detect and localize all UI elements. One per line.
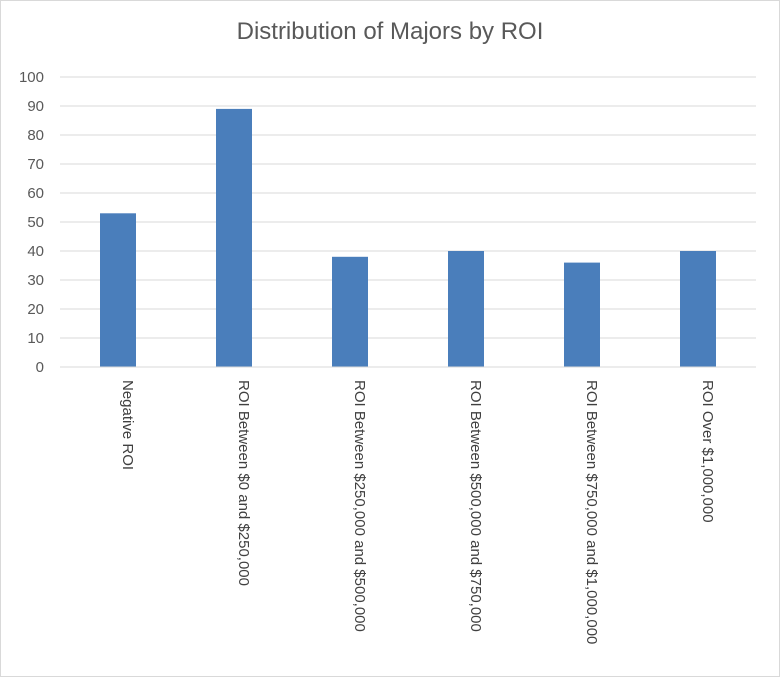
bar bbox=[332, 256, 368, 367]
y-tick-label: 50 bbox=[27, 214, 44, 231]
chart-title: Distribution of Majors by ROI bbox=[236, 18, 544, 45]
category-label: ROI Between $750,000 and $1,000,000 bbox=[583, 380, 600, 644]
y-tick-label: 40 bbox=[27, 243, 44, 260]
bar bbox=[564, 262, 600, 367]
y-tick-label: 20 bbox=[27, 301, 44, 318]
y-tick-label: 10 bbox=[27, 330, 44, 347]
y-tick-label: 60 bbox=[27, 185, 44, 202]
y-tick-label: 30 bbox=[27, 272, 44, 289]
category-labels: Negative ROI ROI Between $0 and $250,000 R… bbox=[119, 380, 716, 644]
bar bbox=[448, 251, 484, 367]
category-label: ROI Between $500,000 and $750,000 bbox=[467, 380, 484, 632]
category-label: ROI Over $1,000,000 bbox=[699, 380, 716, 523]
y-tick-label: 90 bbox=[27, 98, 44, 115]
y-tick-label: 70 bbox=[27, 156, 44, 173]
bar bbox=[100, 213, 136, 367]
bars bbox=[100, 108, 716, 368]
y-tick-label: 0 bbox=[36, 359, 44, 376]
category-label: Negative ROI bbox=[119, 380, 136, 470]
y-tick-label: 80 bbox=[27, 127, 44, 144]
bar bbox=[216, 108, 252, 368]
bar bbox=[680, 251, 716, 367]
category-label: ROI Between $250,000 and $500,000 bbox=[351, 380, 368, 632]
y-axis-tick-labels: 0 10 20 30 40 50 60 70 80 90 100 bbox=[19, 69, 44, 376]
gridlines bbox=[60, 76, 756, 339]
y-tick-label: 100 bbox=[19, 69, 44, 86]
category-label: ROI Between $0 and $250,000 bbox=[235, 380, 252, 586]
